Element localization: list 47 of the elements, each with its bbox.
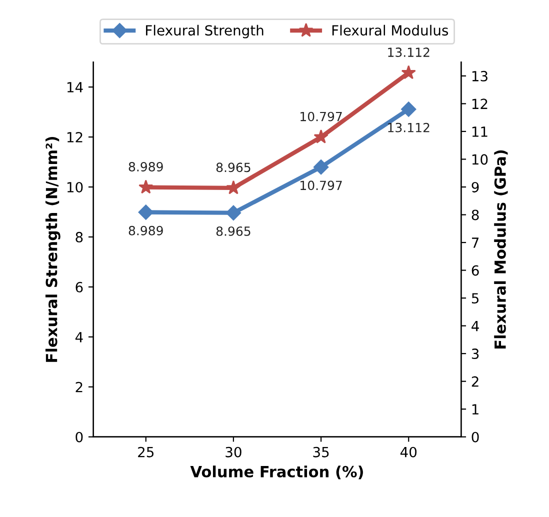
data-label: 8.965 xyxy=(216,226,250,236)
data-label: 8.965 xyxy=(216,162,250,172)
data-label: 8.989 xyxy=(128,226,163,236)
data-label: 13.112 xyxy=(388,122,430,132)
data-label: 10.797 xyxy=(300,180,342,190)
point xyxy=(313,159,329,175)
y2-tick-label: 1 xyxy=(472,404,478,414)
y-tick-label: 8 xyxy=(76,232,83,242)
y2-tick-label: 10 xyxy=(472,154,488,165)
data-label: 13.112 xyxy=(388,48,430,57)
x-tick-label: 30 xyxy=(226,446,242,458)
point xyxy=(226,205,242,220)
x-tick-label: 35 xyxy=(313,446,329,458)
x-axis-title: Volume Fraction (%) xyxy=(190,466,363,480)
data-label: 8.989 xyxy=(128,162,163,172)
point xyxy=(314,129,328,144)
legend-label: Flexural Modulus xyxy=(332,24,448,36)
point xyxy=(226,180,241,194)
y2-tick-label: 7 xyxy=(472,238,479,248)
y2-tick-label: 6 xyxy=(472,265,479,276)
y2-tick-label: 12 xyxy=(472,98,488,109)
x-tick-label: 25 xyxy=(138,446,154,458)
y2-tick-label: 2 xyxy=(472,376,478,387)
y-tick-label: 14 xyxy=(67,82,83,92)
point xyxy=(138,204,154,220)
y2-tick-label: 5 xyxy=(472,293,479,304)
y-tick-label: 6 xyxy=(76,282,83,292)
y2-tick-label: 0 xyxy=(472,432,479,442)
x-tick-label: 40 xyxy=(400,446,417,458)
y-axis-title: Flexural Strength (N/mm²) xyxy=(45,136,60,362)
y-tick-label: 10 xyxy=(67,182,83,192)
y-tick-label: 0 xyxy=(76,432,83,442)
point xyxy=(138,180,154,194)
y-tick-label: 12 xyxy=(67,132,82,142)
point xyxy=(401,102,416,117)
y2-tick-label: 13 xyxy=(472,70,488,82)
point xyxy=(401,65,416,80)
y2-tick-label: 3 xyxy=(472,348,479,360)
y2-tick-label: 9 xyxy=(472,182,479,192)
y2-tick-label: 11 xyxy=(472,126,488,137)
y-tick-label: 2 xyxy=(76,382,82,392)
legend-label: Flexural Strength xyxy=(146,24,264,38)
y2-tick-label: 4 xyxy=(472,320,479,332)
y2-tick-label: 8 xyxy=(472,210,479,220)
y-tick-label: 4 xyxy=(75,332,83,342)
y2-axis-title: Flexural Modulus (GPa) xyxy=(494,150,508,348)
data-label: 10.797 xyxy=(300,112,342,122)
